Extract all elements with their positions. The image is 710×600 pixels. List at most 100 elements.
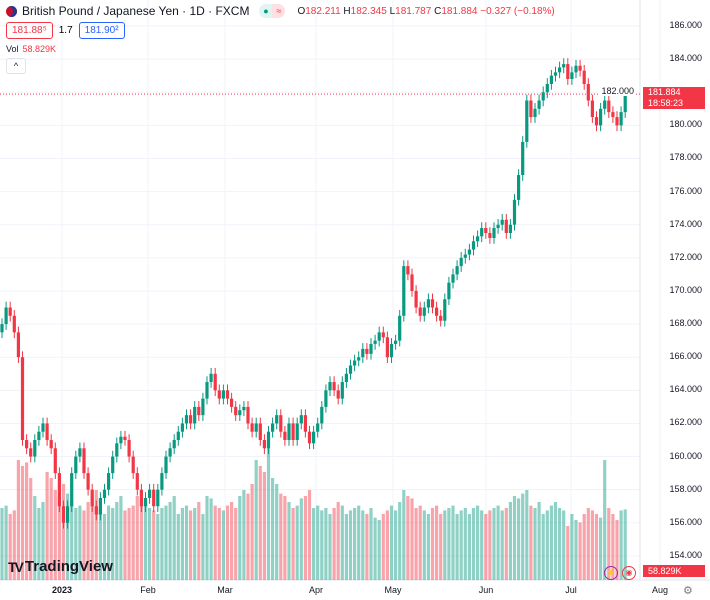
candle-body — [525, 100, 529, 142]
candle-body — [238, 410, 242, 416]
candle-body — [492, 228, 496, 238]
volume-bar — [94, 490, 98, 580]
candle-body — [361, 348, 365, 358]
market-status-pill[interactable]: ● ≈ — [259, 4, 286, 18]
volume-bar — [271, 478, 275, 580]
volume-bar — [29, 478, 33, 580]
volume-bar — [336, 502, 340, 580]
candle-body — [29, 448, 33, 457]
volume-bar — [353, 508, 357, 580]
volume-bar — [410, 498, 414, 580]
time-tick-label: Mar — [217, 585, 233, 595]
candle-body — [328, 382, 332, 391]
price-tick-label: 174.000 — [669, 218, 702, 229]
volume-bar — [238, 496, 242, 580]
volume-bar — [488, 510, 492, 580]
volume-bar — [369, 508, 373, 580]
volume-bar — [41, 502, 45, 580]
candle-body — [471, 241, 476, 250]
candle-body — [414, 290, 418, 308]
candle-body — [410, 274, 414, 291]
candle-body — [353, 360, 357, 366]
candle-body — [459, 257, 463, 267]
candle-body — [246, 406, 250, 424]
candle-body — [340, 382, 344, 399]
candle-body — [430, 299, 435, 308]
candle-body — [57, 473, 61, 507]
volume-bar — [521, 493, 525, 580]
volume-bar — [332, 508, 336, 580]
candle-body — [12, 315, 16, 333]
volume-bar — [209, 498, 213, 580]
volume-bar — [320, 510, 324, 580]
volume-bar — [266, 448, 271, 580]
candle-body — [139, 489, 143, 507]
volume-bar — [504, 508, 508, 580]
collapse-legend-button[interactable]: ^ — [6, 58, 26, 74]
volume-bar — [533, 508, 537, 580]
candle-body — [33, 440, 37, 457]
candle-body — [299, 415, 303, 424]
volume-bar — [361, 510, 365, 580]
volume-bar — [316, 505, 320, 580]
candle-body — [418, 307, 422, 316]
volume-bar — [357, 505, 361, 580]
volume-bar — [37, 508, 41, 580]
candle-body — [25, 440, 29, 449]
volume-bar — [447, 508, 451, 580]
candle-body — [127, 440, 131, 457]
candle-body — [578, 65, 582, 71]
volume-bar — [168, 502, 172, 580]
volume-bar — [197, 502, 201, 580]
candle-body — [484, 228, 488, 233]
volume-bar — [443, 510, 447, 580]
high-label: H — [343, 5, 351, 17]
candle-body — [287, 423, 291, 440]
volume-bar — [275, 484, 279, 580]
open-value: 182.211 — [305, 5, 341, 17]
volume-bar — [230, 502, 234, 580]
volume-bar — [156, 514, 160, 580]
candle-body — [541, 92, 545, 101]
candle-body — [74, 456, 78, 474]
candle-body — [439, 315, 443, 321]
volume-bar — [45, 472, 49, 580]
volume-bar — [623, 509, 627, 580]
candle-body — [160, 473, 164, 490]
sell-button[interactable]: 181.88⁵ — [6, 22, 53, 39]
candle-body — [574, 65, 578, 73]
candle-body — [8, 307, 12, 316]
candle-body — [94, 506, 98, 515]
volume-bar — [344, 514, 348, 580]
buy-button[interactable]: 181.90² — [78, 22, 125, 39]
volume-bar — [90, 496, 94, 580]
volume-bar — [111, 508, 115, 580]
volume-bar — [455, 514, 459, 580]
volume-bar — [193, 508, 197, 580]
candle-body — [590, 100, 594, 118]
candle-body — [476, 236, 480, 242]
record-icon[interactable]: ◉ — [622, 566, 636, 580]
tradingview-logo[interactable]: TV TradingView — [8, 558, 113, 575]
volume-bar — [537, 502, 541, 580]
candle-body — [234, 406, 238, 416]
candle-body — [78, 448, 82, 457]
price-tick-label: 162.000 — [669, 417, 702, 428]
bar-countdown: 18:58:23 — [648, 98, 684, 108]
volume-bar — [500, 510, 504, 580]
candle-body — [303, 415, 307, 432]
flash-icon[interactable]: ⚡ — [604, 566, 618, 580]
symbol-title[interactable]: British Pound / Japanese Yen · 1D · FXCM — [22, 4, 250, 18]
volume-bar — [529, 505, 533, 580]
candle-body — [307, 431, 312, 444]
volume-bar — [603, 460, 607, 580]
candle-body — [398, 315, 402, 341]
candle-body — [508, 224, 512, 233]
volume-bar — [131, 505, 135, 580]
volume-bar — [78, 505, 82, 580]
volume-bar — [307, 490, 312, 580]
volume-bar — [480, 510, 484, 580]
volume-bar — [426, 514, 430, 580]
settings-gear-icon[interactable]: ⚙ — [683, 585, 693, 597]
